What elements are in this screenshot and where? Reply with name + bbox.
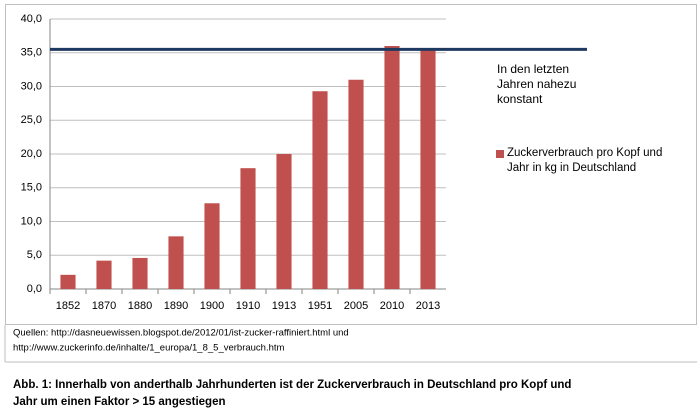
caption: Jahr um einen Faktor > 15 angestiegen: [13, 396, 226, 408]
x-tick-label: 2005: [344, 300, 368, 312]
bar: [96, 260, 112, 289]
y-tick-label: 30,0: [21, 80, 42, 92]
x-tick-label: 1880: [128, 300, 152, 312]
x-tick-label: 1913: [272, 300, 296, 312]
annotation: konstant: [497, 92, 543, 106]
x-tick-label: 1951: [308, 300, 332, 312]
x-tick-label: 1900: [200, 300, 224, 312]
x-tick-label: 1890: [164, 300, 188, 312]
bar: [420, 49, 436, 289]
annotation: In den letzten: [497, 62, 569, 76]
x-tick-label: 2013: [416, 300, 440, 312]
x-tick-label: 1852: [56, 300, 80, 312]
bar: [60, 274, 76, 289]
y-tick-label: 20,0: [21, 148, 42, 160]
source: http://www.zuckerinfo.de/inhalte/1_europ…: [13, 343, 285, 354]
bar: [132, 257, 148, 289]
bar: [348, 79, 364, 289]
caption: Abb. 1: Innerhalb von anderthalb Jahrhun…: [13, 379, 571, 391]
y-tick-label: 10,0: [21, 215, 42, 227]
bar: [240, 168, 256, 289]
legend-label: Zuckerverbrauch pro Kopf und Jahr in kg …: [507, 147, 663, 174]
y-tick-label: 0,0: [27, 283, 42, 295]
annotation: Jahren nahezu: [497, 77, 576, 91]
legend-swatch: [496, 150, 504, 158]
bar: [204, 203, 220, 289]
bar: [168, 236, 184, 289]
x-tick-label: 1870: [92, 300, 116, 312]
bar: [384, 46, 400, 289]
chart-frame: [5, 4, 697, 325]
y-tick-label: 40,0: [21, 13, 42, 25]
bar: [312, 91, 328, 289]
x-tick-label: 2010: [380, 300, 404, 312]
y-tick-label: 25,0: [21, 114, 42, 126]
x-tick-label: 1910: [236, 300, 260, 312]
y-tick-label: 15,0: [21, 182, 42, 194]
y-tick-label: 5,0: [27, 249, 42, 261]
source: Quellen: http://dasneuewissen.blogspot.d…: [13, 328, 349, 339]
bar: [276, 154, 292, 289]
y-tick-label: 35,0: [21, 47, 42, 59]
